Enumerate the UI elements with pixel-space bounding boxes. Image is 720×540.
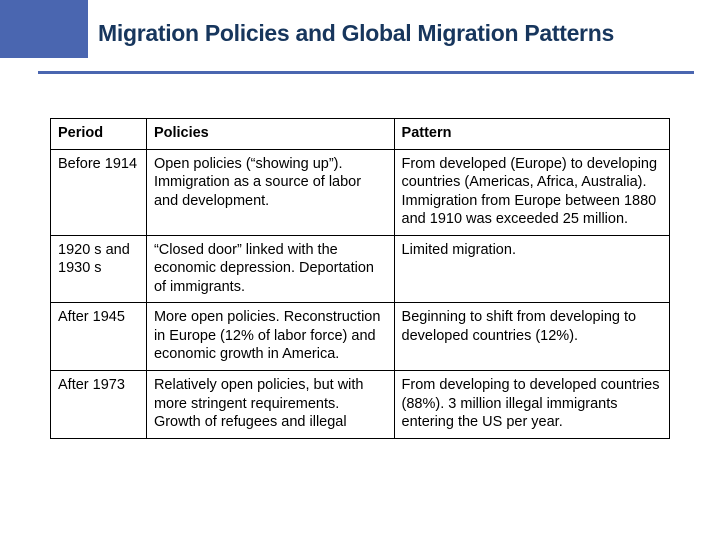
- title-area: Migration Policies and Global Migration …: [0, 0, 720, 100]
- table-row: 1920 s and 1930 s “Closed door” linked w…: [51, 235, 670, 303]
- cell-pattern: From developed (Europe) to developing co…: [394, 149, 669, 235]
- cell-policies: Relatively open policies, but with more …: [146, 371, 394, 439]
- cell-period: 1920 s and 1930 s: [51, 235, 147, 303]
- table-row: Before 1914 Open policies (“showing up”)…: [51, 149, 670, 235]
- cell-period: After 1945: [51, 303, 147, 371]
- cell-pattern: Limited migration.: [394, 235, 669, 303]
- cell-policies: More open policies. Reconstruction in Eu…: [146, 303, 394, 371]
- page-title: Migration Policies and Global Migration …: [98, 20, 614, 47]
- table-container: Period Policies Pattern Before 1914 Open…: [50, 118, 670, 540]
- col-header-period: Period: [51, 119, 147, 150]
- col-header-pattern: Pattern: [394, 119, 669, 150]
- cell-policies: “Closed door” linked with the economic d…: [146, 235, 394, 303]
- migration-table: Period Policies Pattern Before 1914 Open…: [50, 118, 670, 439]
- cell-period: After 1973: [51, 371, 147, 439]
- title-underline: [38, 71, 694, 74]
- cell-policies: Open policies (“showing up”). Immigratio…: [146, 149, 394, 235]
- cell-period: Before 1914: [51, 149, 147, 235]
- table-header-row: Period Policies Pattern: [51, 119, 670, 150]
- col-header-policies: Policies: [146, 119, 394, 150]
- table-row: After 1973 Relatively open policies, but…: [51, 371, 670, 439]
- cell-pattern: From developing to developed countries (…: [394, 371, 669, 439]
- cell-pattern: Beginning to shift from developing to de…: [394, 303, 669, 371]
- table-row: After 1945 More open policies. Reconstru…: [51, 303, 670, 371]
